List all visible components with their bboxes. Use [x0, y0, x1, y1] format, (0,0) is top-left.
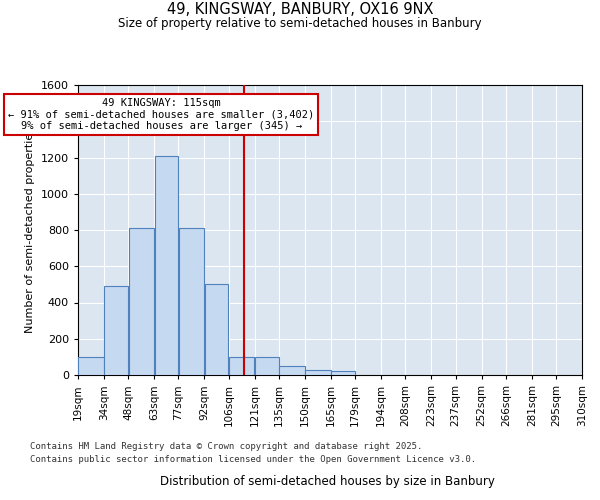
Bar — [104, 286, 128, 375]
Bar — [255, 357, 278, 375]
Text: 49 KINGSWAY: 115sqm
← 91% of semi-detached houses are smaller (3,402)
9% of semi: 49 KINGSWAY: 115sqm ← 91% of semi-detach… — [8, 98, 314, 131]
Text: 49, KINGSWAY, BANBURY, OX16 9NX: 49, KINGSWAY, BANBURY, OX16 9NX — [167, 2, 433, 18]
Bar — [155, 156, 178, 375]
Text: Contains HM Land Registry data © Crown copyright and database right 2025.: Contains HM Land Registry data © Crown c… — [30, 442, 422, 451]
Bar — [128, 228, 154, 375]
Text: Distribution of semi-detached houses by size in Banbury: Distribution of semi-detached houses by … — [160, 474, 494, 488]
Text: Contains public sector information licensed under the Open Government Licence v3: Contains public sector information licen… — [30, 455, 476, 464]
Bar — [205, 284, 229, 375]
Bar — [179, 228, 204, 375]
Bar — [79, 357, 104, 375]
Bar — [305, 370, 331, 375]
Bar — [229, 357, 254, 375]
Bar — [331, 372, 355, 375]
Y-axis label: Number of semi-detached properties: Number of semi-detached properties — [25, 127, 35, 333]
Text: Size of property relative to semi-detached houses in Banbury: Size of property relative to semi-detach… — [118, 18, 482, 30]
Bar — [279, 366, 305, 375]
